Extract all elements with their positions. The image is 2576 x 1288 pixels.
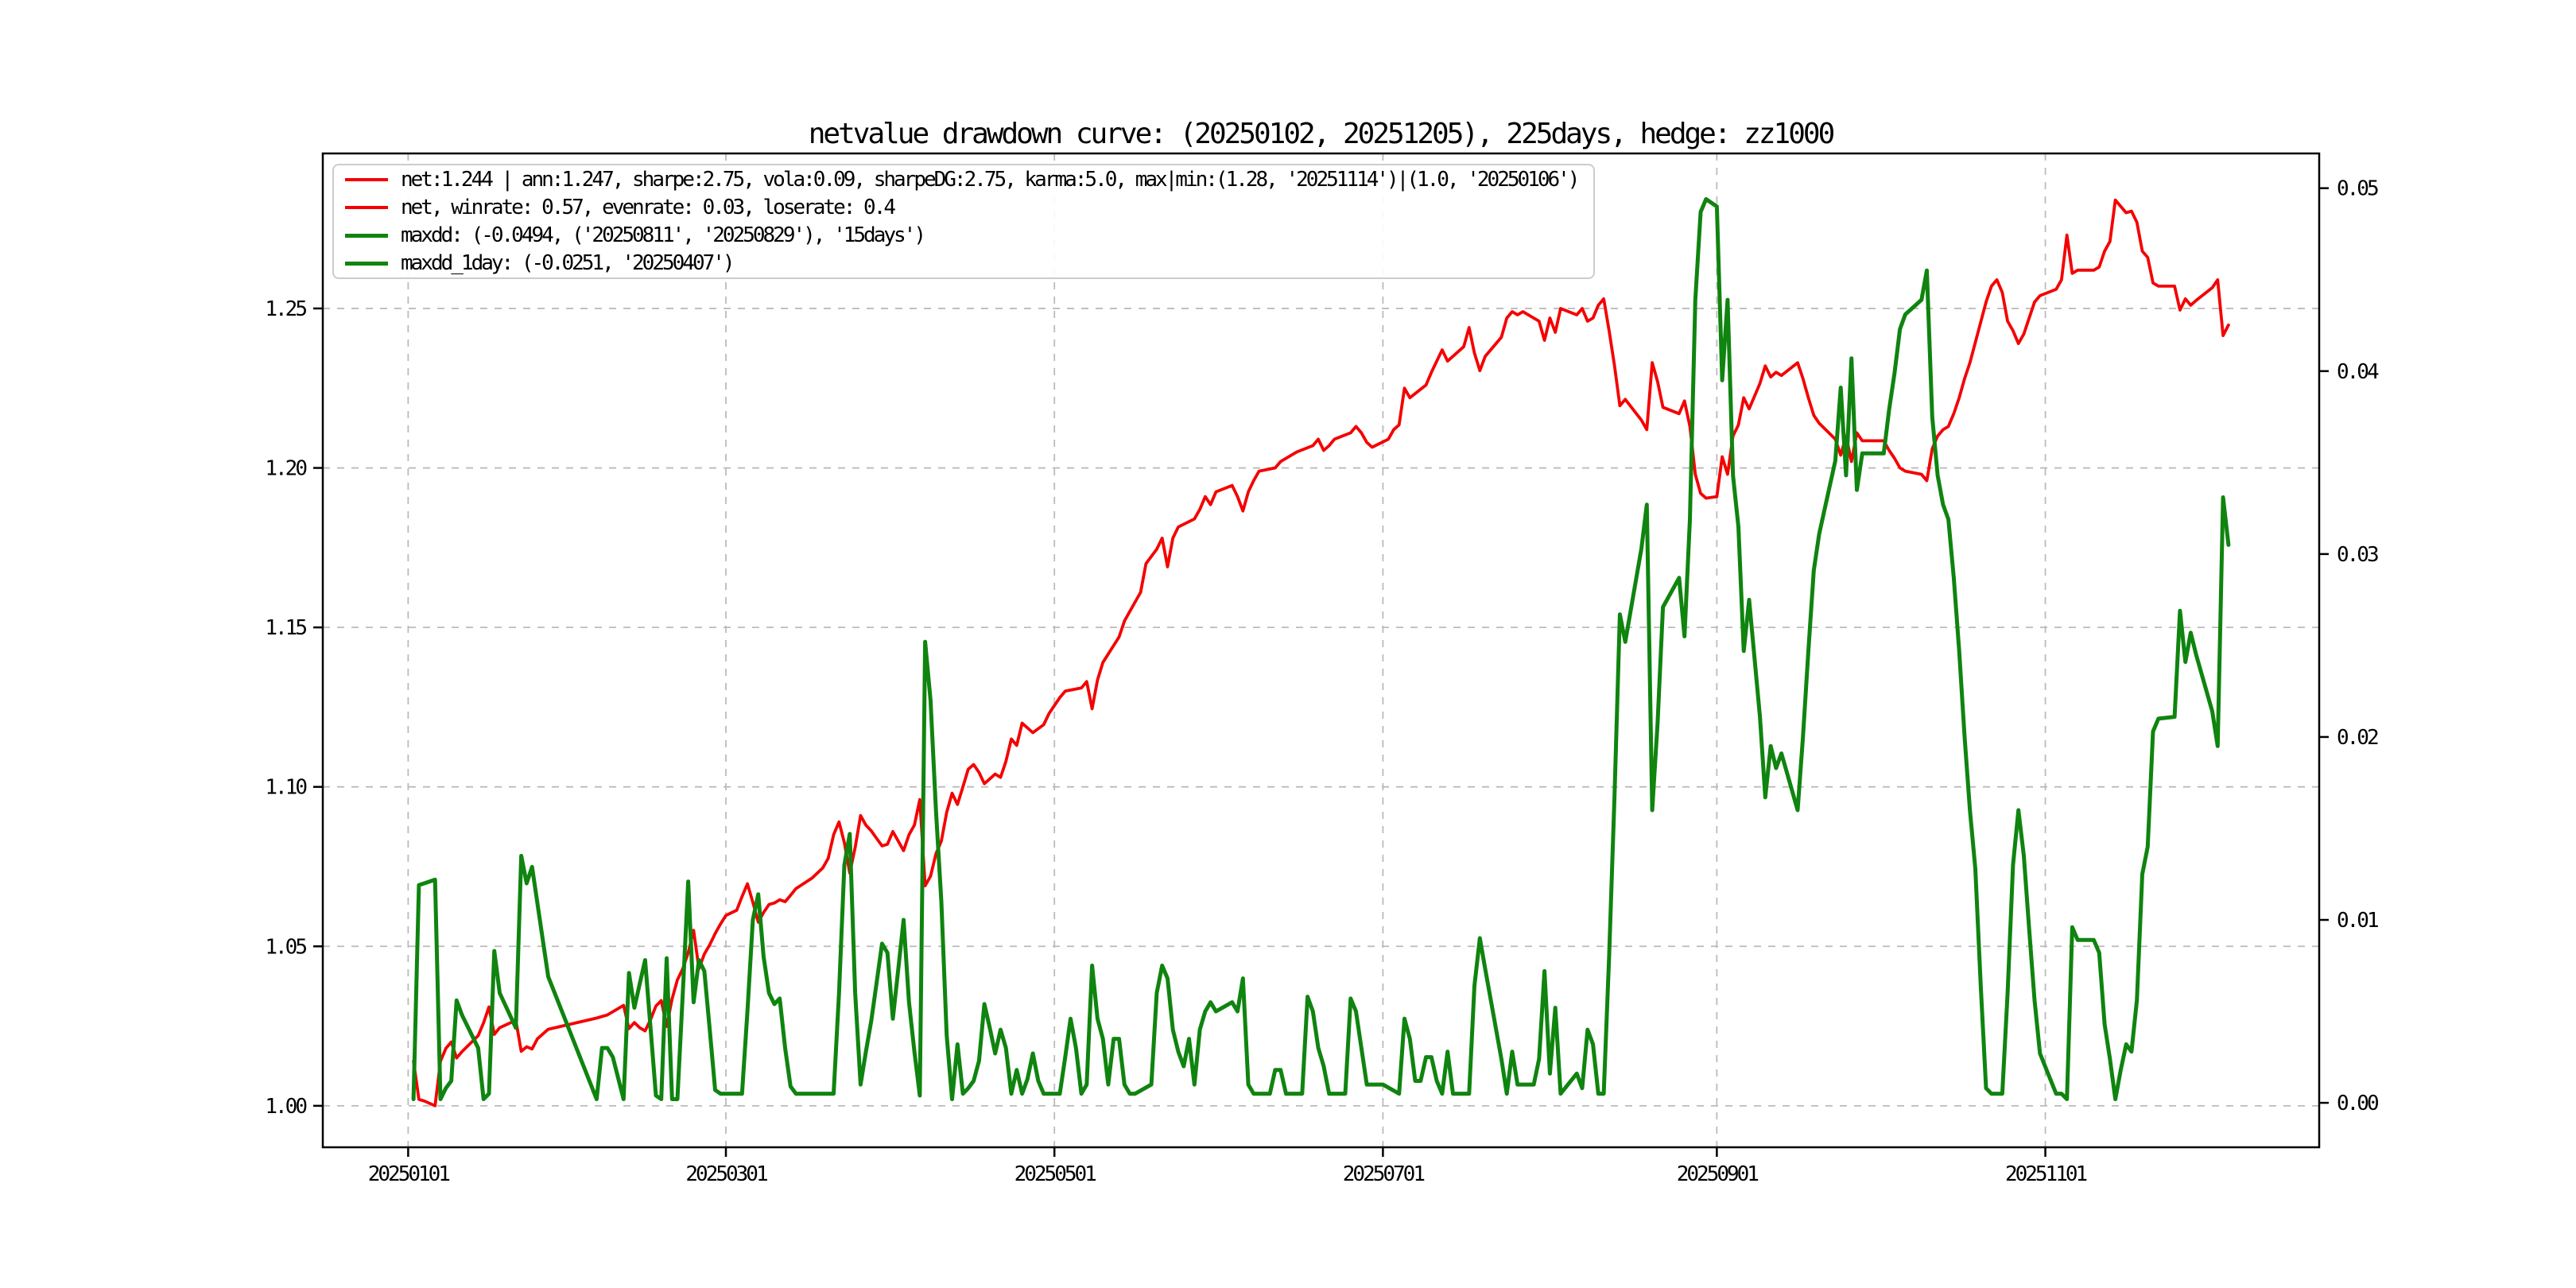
y-left-tick-label: 1.10: [265, 776, 306, 800]
legend-item-net-stats: net:1.244 | ann:1.247, sharpe:2.75, vola…: [334, 166, 1593, 194]
y-left-tick-label: 1.15: [265, 616, 306, 640]
legend-label-net-stats: net:1.244 | ann:1.247, sharpe:2.75, vola…: [401, 168, 1580, 192]
y-left-tick-label: 1.05: [265, 935, 306, 959]
y-right-tick-label: 0.04: [2337, 360, 2379, 384]
y-left-tick-label: 1.00: [265, 1095, 306, 1119]
drawdown-line-swatch-icon: [345, 261, 388, 266]
legend-label-net-rates: net, winrate: 0.57, evenrate: 0.03, lose…: [401, 196, 896, 219]
legend-item-net-rates: net, winrate: 0.57, evenrate: 0.03, lose…: [334, 194, 1593, 222]
x-tick-label: 20250901: [1677, 1162, 1759, 1186]
net-line-swatch-icon: [345, 206, 388, 209]
drawdown-curve: [411, 197, 2231, 1101]
x-tick-label: 20250301: [685, 1162, 767, 1186]
legend-label-maxdd-1day: maxdd_1day: (-0.0251, '20250407'): [401, 251, 735, 275]
y-left-tick-label: 1.25: [265, 297, 306, 321]
chart-title: netvalue drawdown curve: (20250102, 2025…: [808, 118, 1835, 150]
y-right-tick-label: 0.01: [2337, 909, 2378, 933]
x-tick-label: 20250701: [1343, 1162, 1425, 1186]
y-right-tick-label: 0.05: [2337, 177, 2378, 201]
y-right-tick-label: 0.03: [2337, 543, 2378, 567]
x-tick-label: 20250501: [1014, 1162, 1096, 1186]
net-line-swatch-icon: [345, 178, 388, 181]
legend: net:1.244 | ann:1.247, sharpe:2.75, vola…: [332, 164, 1595, 279]
drawdown-line-swatch-icon: [345, 233, 388, 238]
x-tick-label: 20251101: [2005, 1162, 2087, 1186]
x-tick-label: 20250101: [368, 1162, 450, 1186]
y-left-tick-label: 1.20: [265, 457, 306, 481]
legend-item-maxdd-1day: maxdd_1day: (-0.0251, '20250407'): [334, 250, 1593, 277]
y-right-tick-label: 0.00: [2337, 1092, 2378, 1115]
legend-label-maxdd: maxdd: (-0.0494, ('20250811', '20250829'…: [401, 223, 926, 247]
y-right-tick-label: 0.02: [2337, 726, 2378, 750]
legend-item-maxdd: maxdd: (-0.0494, ('20250811', '20250829'…: [334, 222, 1593, 250]
plot-border: [321, 152, 2321, 1149]
